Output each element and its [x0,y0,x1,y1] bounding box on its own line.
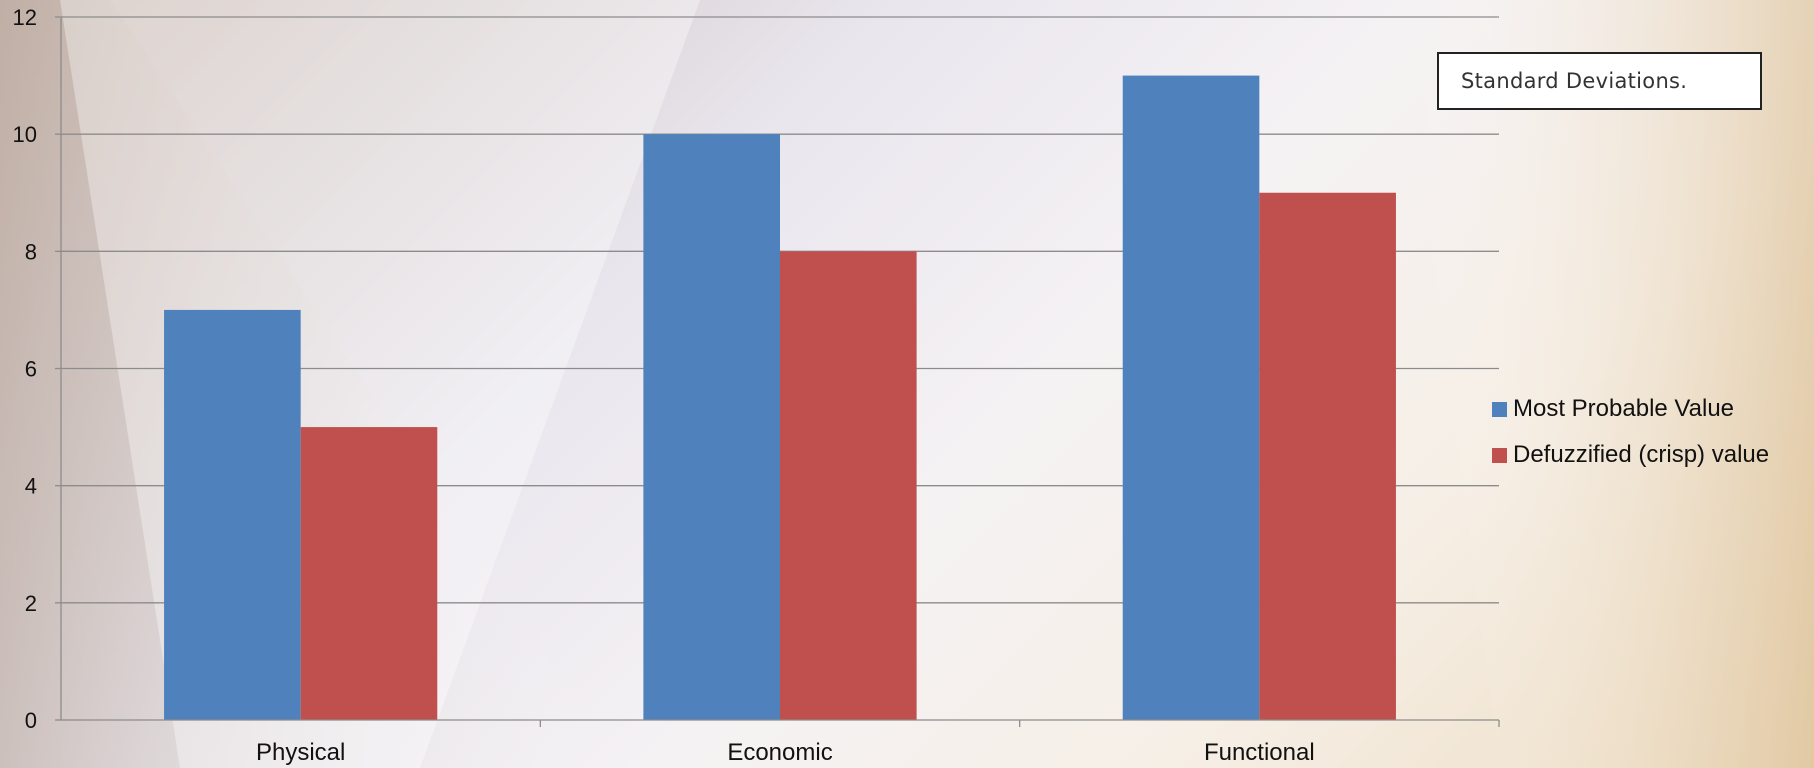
axes [55,16,1500,727]
x-tick-label: Economic [727,739,832,766]
legend: Most Probable Value Defuzzified (crisp) … [1492,386,1769,478]
y-tick-label: 10 [13,122,37,147]
legend-label-series-1: Most Probable Value [1513,395,1735,422]
bar-functional-series-2 [1259,192,1396,720]
bar-physical-series-2 [300,427,438,720]
bar-physical-series-1 [164,309,301,720]
x-tick-labels: Physical Economic Functional [256,739,1315,766]
legend-swatch-series-1 [1492,401,1507,417]
legend-item-series-1: Most Probable Value [1492,386,1769,432]
bar-economic-series-2 [780,251,917,721]
legend-swatch-series-2 [1492,447,1507,463]
y-tick-label: 2 [25,591,37,616]
y-tick-label: 6 [25,357,37,382]
x-tick-label: Physical [256,739,345,766]
y-tick-label: 12 [13,5,37,30]
legend-label-series-2: Defuzzified (crisp) value [1513,441,1770,468]
y-tick-labels: 0 2 4 6 8 10 12 [13,5,37,733]
bar-functional-series-1 [1122,75,1260,721]
annotation-box: Standard Deviations. [1437,52,1762,110]
bar-economic-series-1 [643,134,780,720]
bars [164,75,1396,721]
annotation-text: Standard Deviations. [1461,69,1688,93]
y-tick-label: 4 [25,474,37,499]
y-tick-label: 0 [25,708,37,733]
legend-item-series-2: Defuzzified (crisp) value [1492,432,1769,478]
y-tick-label: 8 [25,239,37,264]
x-tick-label: Functional [1204,739,1315,766]
